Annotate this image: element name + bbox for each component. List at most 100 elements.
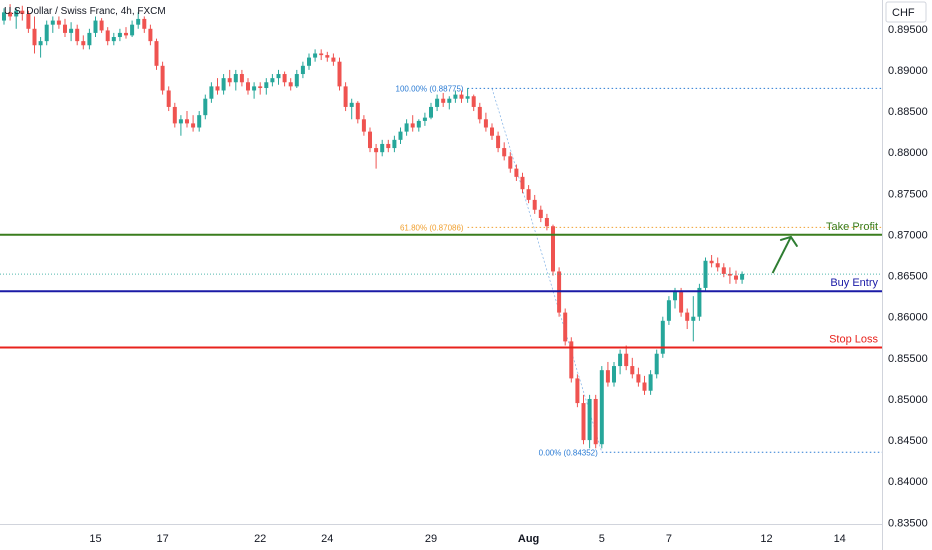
candle-body xyxy=(227,78,232,83)
candle-body xyxy=(99,20,104,31)
candle-body xyxy=(605,370,610,383)
candle-body xyxy=(203,98,208,116)
price-tick-label: 0.88000 xyxy=(888,147,928,159)
candle-body xyxy=(215,86,220,91)
candle-body xyxy=(258,86,263,89)
price-axis-panel xyxy=(882,0,932,550)
candle-body xyxy=(26,13,31,29)
symbol-title: U.S. Dollar / Swiss Franc, 4h, FXCM xyxy=(4,6,166,17)
candle-body xyxy=(172,106,177,124)
candle-body xyxy=(544,217,549,227)
level-label-take-profit: Take Profit xyxy=(826,221,878,233)
candle-body xyxy=(508,156,513,169)
candle-body xyxy=(319,53,324,56)
candle-body xyxy=(44,24,49,42)
candle-body xyxy=(496,135,501,149)
time-tick-label: 24 xyxy=(321,533,333,545)
candle-body xyxy=(117,32,122,38)
level-label-buy-entry: Buy Entry xyxy=(830,277,878,289)
fib-level-label: 100.00% (0.88775) xyxy=(396,84,464,93)
candle-body xyxy=(166,90,171,107)
candle-body xyxy=(648,374,653,391)
candle-body xyxy=(673,292,677,301)
candle-body xyxy=(471,96,476,107)
candle-body xyxy=(697,287,702,317)
candle-body xyxy=(105,30,110,42)
candle-body xyxy=(294,74,299,87)
candle-body xyxy=(404,123,409,132)
candle-body xyxy=(75,28,80,42)
candle-body xyxy=(185,119,189,124)
candle-body xyxy=(575,378,580,404)
candle-body xyxy=(270,78,275,83)
candle-body xyxy=(538,209,543,218)
price-tick-label: 0.86500 xyxy=(888,271,928,283)
candle-body xyxy=(727,273,732,276)
candle-body xyxy=(386,143,391,149)
candle-body xyxy=(520,176,525,190)
price-tick-label: 0.89000 xyxy=(888,65,928,77)
time-tick-label: Aug xyxy=(518,533,539,545)
candle-body xyxy=(331,57,336,62)
candle-body xyxy=(435,98,440,107)
candle-body xyxy=(666,300,671,321)
candle-body xyxy=(148,28,153,42)
price-tick-label: 0.89500 xyxy=(888,24,928,36)
candle-body xyxy=(111,37,116,42)
fib-level-label: 0.00% (0.84352) xyxy=(539,448,598,457)
level-label-stop-loss: Stop Loss xyxy=(829,334,878,346)
candle-body xyxy=(447,98,452,103)
candle-body xyxy=(490,127,494,136)
candle-body xyxy=(239,74,244,83)
time-tick-label: 12 xyxy=(760,533,772,545)
candle-body xyxy=(288,82,293,87)
candle-body xyxy=(465,96,470,99)
time-tick-label: 7 xyxy=(666,533,672,545)
candle-body xyxy=(307,57,311,66)
candle-body xyxy=(477,106,482,120)
candle-body xyxy=(526,189,531,200)
candle-body xyxy=(679,292,684,313)
candle-body xyxy=(252,86,257,91)
candle-body xyxy=(532,199,537,210)
candle-body xyxy=(599,370,604,445)
candle-body xyxy=(636,374,641,383)
candle-body xyxy=(398,131,403,140)
price-tick-label: 0.85000 xyxy=(888,394,928,406)
candle-body xyxy=(124,32,128,36)
candle-body xyxy=(276,74,281,79)
currency-label: CHF xyxy=(892,7,915,19)
candle-body xyxy=(459,94,464,99)
fibonacci-retracement[interactable]: 100.00% (0.88775) 61.80% (0.87086) 0.00% (… xyxy=(396,84,882,457)
candle-body xyxy=(685,312,690,321)
candle-body xyxy=(56,20,61,25)
candle-body xyxy=(160,65,165,91)
candle-body xyxy=(50,20,55,25)
candle-body xyxy=(569,341,574,379)
candle-body xyxy=(343,86,348,107)
candle-body xyxy=(300,65,305,75)
price-tick-label: 0.85500 xyxy=(888,353,928,365)
arrow-head xyxy=(779,235,798,247)
candle-body xyxy=(587,398,592,441)
candle-body xyxy=(563,312,568,342)
candle-body xyxy=(130,24,135,36)
price-tick-label: 0.88500 xyxy=(888,106,928,118)
candle-body xyxy=(368,131,372,149)
price-tick-label: 0.86000 xyxy=(888,312,928,324)
candle-body xyxy=(691,316,696,321)
candle-body xyxy=(2,12,6,21)
currency-box[interactable] xyxy=(885,1,927,23)
candle-body xyxy=(612,366,616,383)
candle-body xyxy=(87,32,92,46)
candle-body xyxy=(374,148,379,153)
candle-body xyxy=(551,226,555,272)
candle-body xyxy=(233,74,238,83)
candle-body xyxy=(624,353,629,367)
candle-body xyxy=(20,10,25,14)
candle-body xyxy=(642,382,647,391)
price-tick-label: 0.83500 xyxy=(888,517,928,529)
